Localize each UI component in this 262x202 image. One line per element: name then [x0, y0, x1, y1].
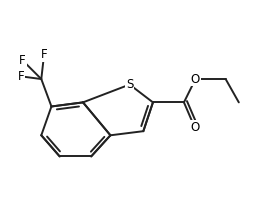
Text: F: F: [17, 70, 24, 83]
Text: O: O: [190, 121, 200, 134]
Text: F: F: [41, 48, 47, 61]
Text: F: F: [19, 54, 26, 67]
Text: O: O: [191, 73, 200, 86]
Text: S: S: [126, 78, 133, 91]
